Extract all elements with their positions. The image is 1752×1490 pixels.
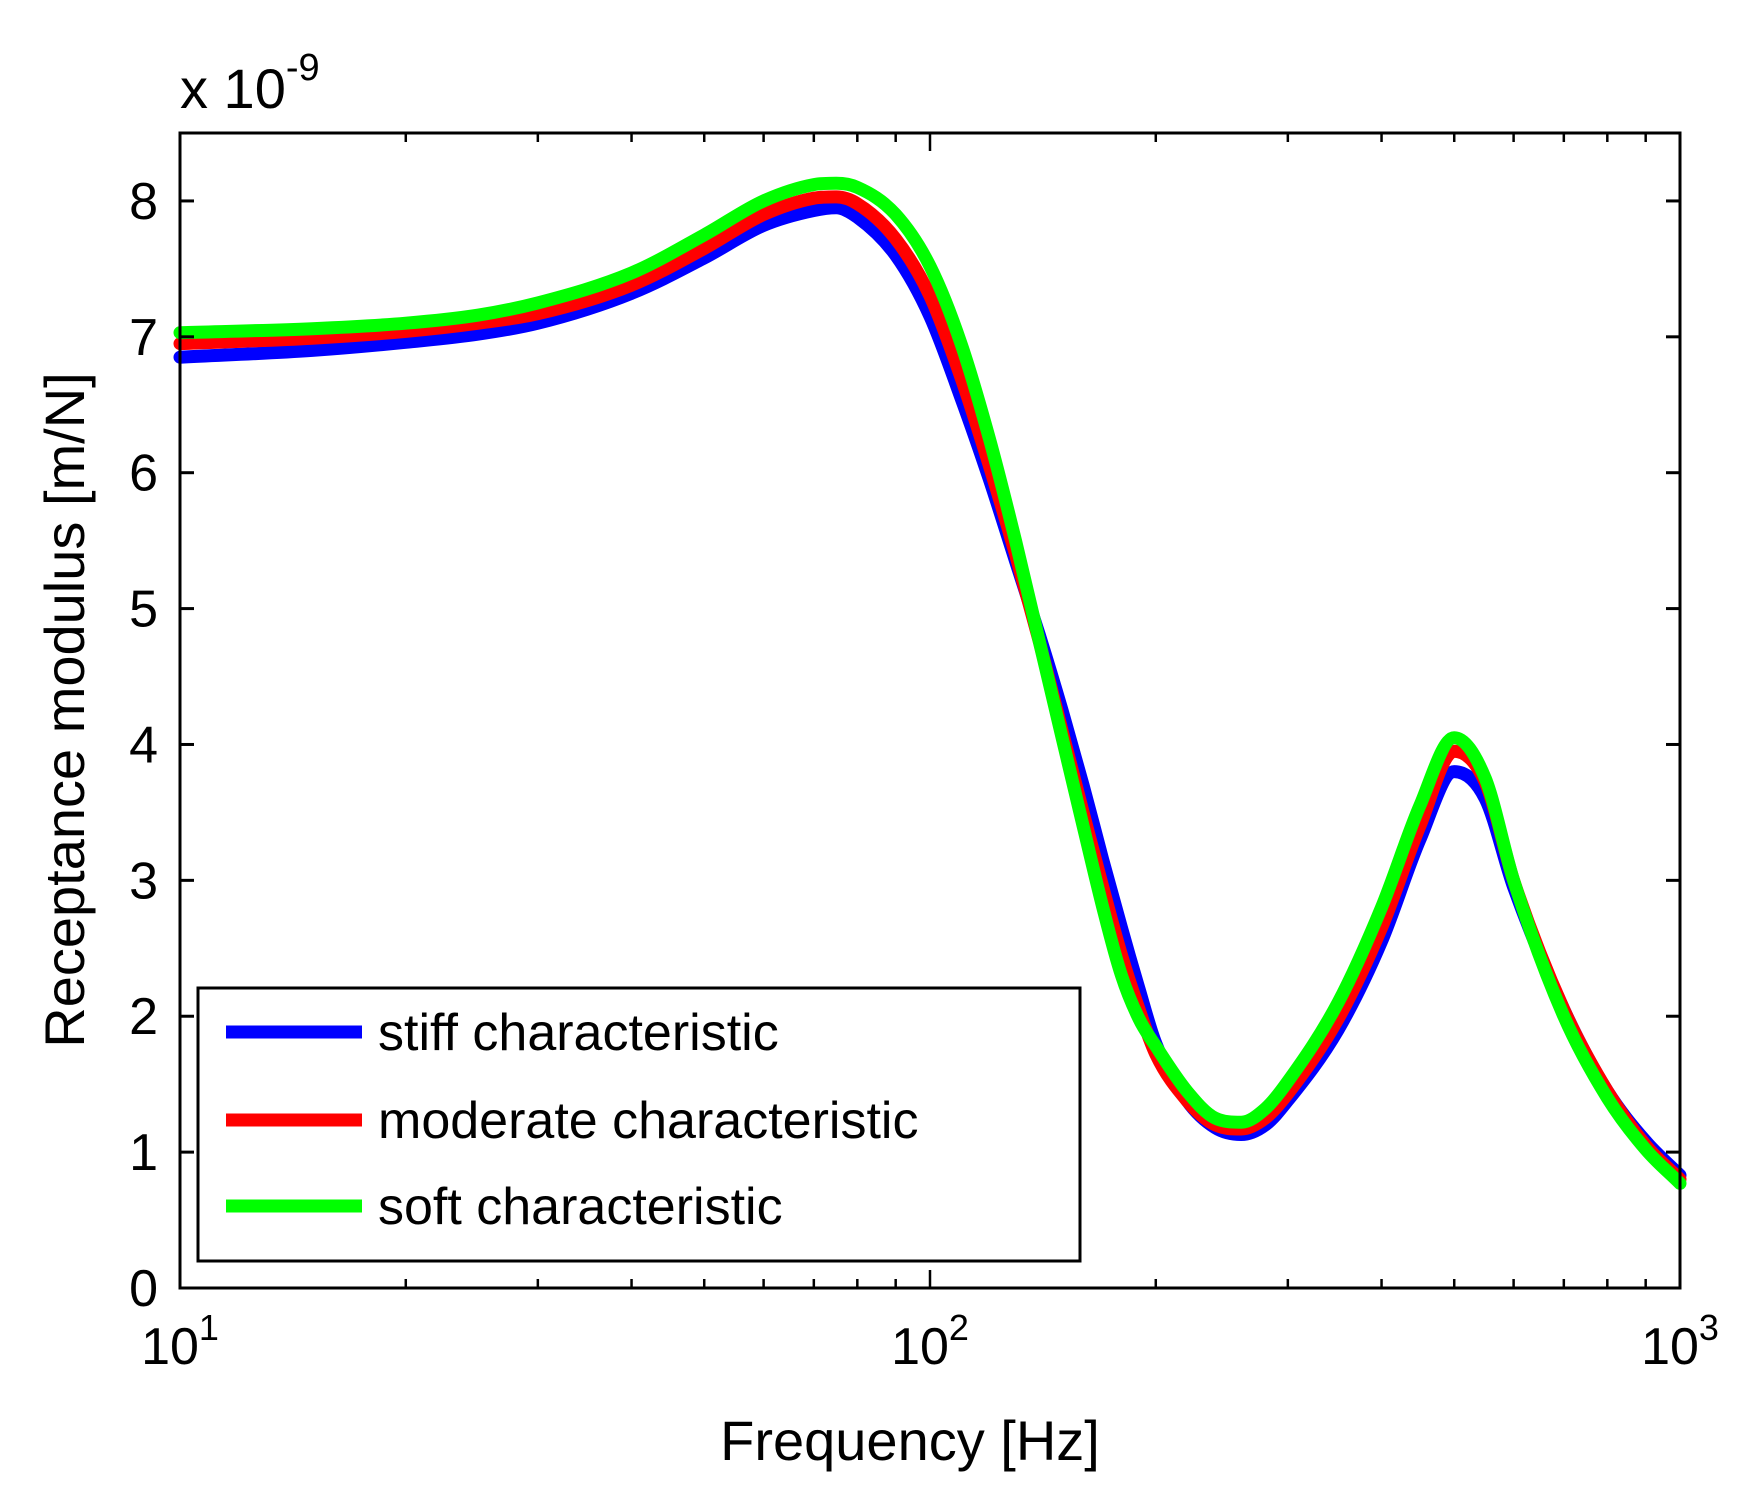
legend-label-soft: soft characteristic bbox=[378, 1178, 783, 1236]
x-tick-exponent: 2 bbox=[949, 1307, 969, 1348]
x-tick-exponent: 3 bbox=[1699, 1307, 1719, 1348]
x-tick-label: 102 bbox=[891, 1307, 969, 1376]
legend: stiff characteristic moderate characteri… bbox=[196, 986, 1082, 1263]
y-exponent-power: -9 bbox=[286, 47, 320, 89]
y-tick-label: 5 bbox=[129, 581, 158, 639]
legend-label-stiff: stiff characteristic bbox=[378, 1004, 779, 1062]
y-tick-label: 3 bbox=[129, 852, 158, 910]
legend-label-moderate: moderate characteristic bbox=[378, 1092, 918, 1150]
y-tick-label: 4 bbox=[129, 716, 158, 774]
y-tick-label: 2 bbox=[129, 988, 158, 1046]
x-tick-exponent: 1 bbox=[199, 1307, 219, 1348]
x-tick-label: 103 bbox=[1641, 1307, 1719, 1376]
y-tick-label: 6 bbox=[129, 445, 158, 503]
y-tick-label: 1 bbox=[129, 1124, 158, 1182]
series-soft-line bbox=[173, 176, 1687, 1190]
y-tick-label: 8 bbox=[129, 173, 158, 231]
y-tick-label: 0 bbox=[129, 1260, 158, 1318]
y-tick-label: 7 bbox=[129, 309, 158, 367]
x-tick-base: 10 bbox=[141, 1318, 199, 1376]
x-tick-base: 10 bbox=[1641, 1318, 1699, 1376]
ticks-layer bbox=[178, 133, 1682, 1290]
y-axis-label: Receptance modulus [m/N] bbox=[33, 372, 96, 1047]
x-tick-label: 101 bbox=[141, 1307, 219, 1376]
x-tick-base: 10 bbox=[891, 1318, 949, 1376]
y-exponent-base: x 10 bbox=[180, 57, 286, 120]
y-exponent: x 10-9 bbox=[180, 47, 320, 120]
series-stiff-line bbox=[173, 201, 1687, 1182]
series-layer bbox=[173, 176, 1687, 1190]
x-axis-label: Frequency [Hz] bbox=[720, 1409, 1100, 1472]
